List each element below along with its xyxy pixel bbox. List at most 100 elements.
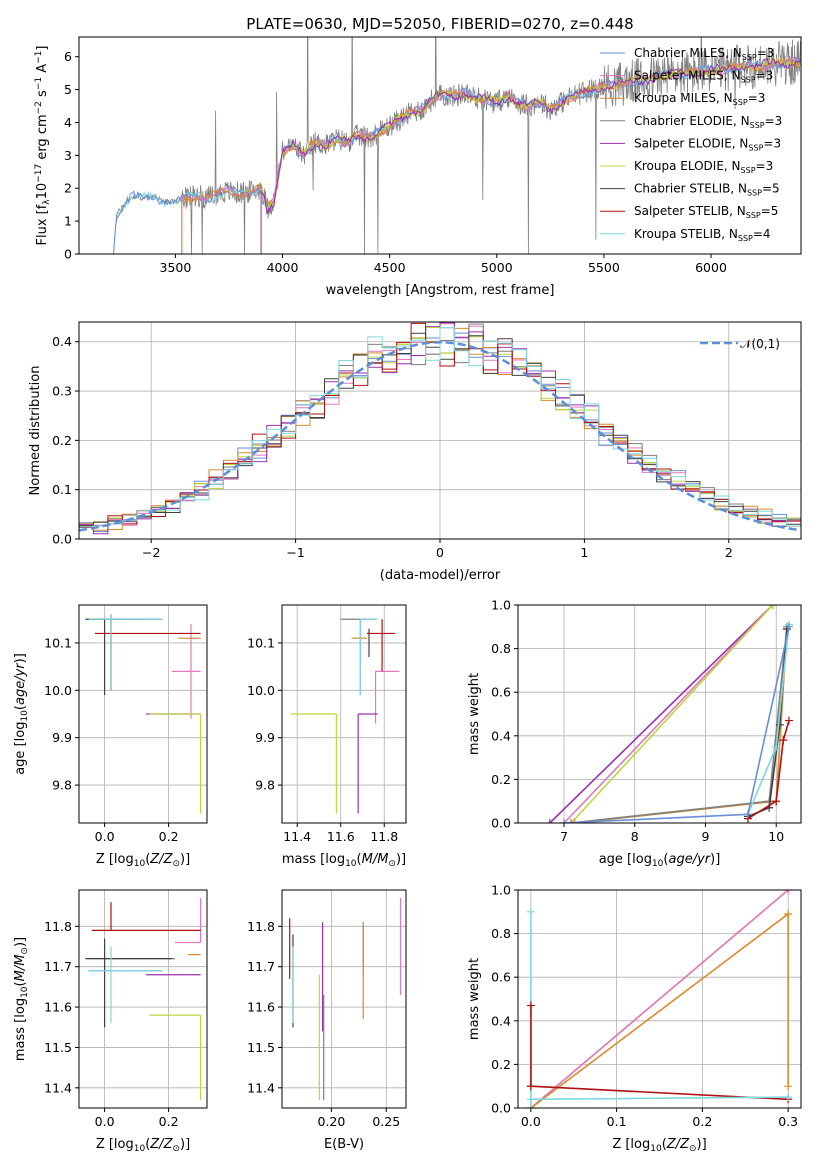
weight-line-chabrier_elodie (571, 626, 788, 823)
y-tick-label: 10.1 (44, 635, 72, 650)
x-tick-label: 0.3 (778, 1114, 798, 1129)
weight-marker (526, 907, 535, 916)
panel-weight-vs-Z: 0.0 0.1 0.2 0.3 0.0 0.2 0.4 0.6 0.8 1.0 Z [log10(Z… (467, 883, 802, 1154)
x-tick-label: 11.6 (327, 829, 355, 844)
x-axis-label: wavelength [Angstrom, rest frame] (326, 283, 555, 298)
y-tick-label: 0.2 (491, 772, 511, 787)
chart-title: PLATE=0630, MJD=52050, FIBERID=0270, z=0… (246, 15, 633, 33)
legend: Chabrier MILES, NSSP=3 Salpeter MILES, NS… (600, 46, 782, 243)
y-tick-label: 9.9 (52, 730, 72, 745)
x-axis-label: Z [log10(Z/Z⊙)] (96, 1137, 190, 1154)
axes-frame (517, 889, 802, 1109)
x-tick-label: 0.2 (159, 829, 179, 844)
x-axis-label: age [log10(age/yr)] (599, 852, 721, 869)
x-tick-label: 8 (631, 829, 639, 844)
y-tick-label: 0.0 (491, 1101, 511, 1116)
y-tick-label: 0.8 (491, 926, 511, 941)
y-tick-label: 0.0 (491, 816, 511, 831)
plot-area (545, 605, 793, 823)
x-tick-label: 0.0 (95, 829, 115, 844)
y-tick-label: 0 (64, 247, 72, 262)
weight-line-kroupa_miles (574, 628, 788, 823)
y-tick-label: 9.8 (255, 778, 275, 793)
y-tick-label: 9.9 (255, 730, 275, 745)
panel-mass-vs-ebv: 0.20 0.25 11.4 11.5 11.6 11.7 11.8 E(B-V) (247, 889, 407, 1152)
x-tick-label: 6000 (695, 260, 727, 275)
y-tick-label: 10.0 (44, 683, 72, 698)
plot-area (79, 322, 801, 535)
y-tick-label: 5 (64, 82, 72, 97)
x-tick-label: 0.1 (607, 1114, 627, 1129)
y-axis-label: age [log10(age/yr)] (13, 653, 30, 775)
y-tick-label: 3 (64, 148, 72, 163)
legend-entry: Chabrier MILES, NSSP=3 (634, 46, 774, 62)
histogram-kroupa_stelib (79, 327, 801, 528)
x-tick-label: 4500 (374, 260, 406, 275)
weight-line-salpeter_elodie (549, 605, 774, 823)
weight-marker (743, 810, 752, 819)
y-tick-label: 0.4 (491, 728, 511, 743)
histogram-salpeter_elodie (79, 322, 801, 535)
y-axis-label: mass [log10(M/M⊙)] (13, 937, 30, 1061)
y-axis-label: Flux [fλ10−17 erg cm−2 s−1 A−1] (34, 46, 52, 246)
x-tick-label: 0.25 (372, 1114, 400, 1129)
weight-line-kroupa_elodie (570, 605, 774, 823)
y-tick-label: 11.5 (247, 1040, 275, 1055)
x-tick-label: 3500 (160, 260, 192, 275)
y-tick-label: 11.4 (247, 1080, 275, 1095)
y-tick-label: 0.8 (491, 641, 511, 656)
y-tick-label: 0.6 (491, 685, 511, 700)
weight-line-salpeter_miles (530, 890, 789, 1108)
y-tick-label: 4 (64, 115, 72, 130)
x-tick-label: 1 (580, 545, 588, 560)
weight-marker (782, 624, 791, 633)
weight-marker (526, 1104, 535, 1108)
x-tick-label: −1 (286, 545, 304, 560)
x-tick-label: 0.2 (159, 1114, 179, 1129)
x-axis-label: Z [log10(Z/Z⊙)] (96, 852, 190, 869)
x-tick-label: 7 (560, 829, 568, 844)
x-tick-label: 11.8 (370, 829, 398, 844)
y-tick-label: 0.0 (52, 532, 72, 547)
x-tick-label: 0 (436, 545, 444, 560)
x-tick-label: 5000 (481, 260, 513, 275)
weight-marker (567, 819, 576, 823)
x-axis-label: E(B-V) (324, 1137, 364, 1152)
weight-line-salpeter_miles (563, 605, 774, 823)
y-tick-label: 11.8 (44, 919, 72, 934)
weight-line-salpeter_stelib (747, 720, 790, 820)
y-axis-label: mass weight (467, 958, 482, 1040)
y-tick-label: 0.2 (491, 1057, 511, 1072)
weight-marker (784, 890, 793, 894)
y-tick-label: 6 (64, 49, 72, 64)
axes-frame (78, 889, 208, 1109)
y-tick-label: 1.0 (491, 883, 511, 898)
legend-entry: Chabrier STELIB, NSSP=5 (634, 182, 780, 198)
y-tick-label: 2 (64, 181, 72, 196)
x-tick-label: 11.4 (283, 829, 311, 844)
x-axis-label: (data-model)/error (380, 568, 501, 583)
legend-entry: Kroupa STELIB, NSSP=4 (634, 227, 771, 243)
x-axis-label: mass [log10(M/M⊙)] (282, 852, 406, 869)
weight-marker (559, 819, 568, 823)
plot-area (112, 37, 801, 254)
plot-area (85, 898, 202, 1100)
y-tick-label: 11.4 (44, 1080, 72, 1095)
axes-frame (517, 604, 802, 824)
weight-marker (784, 1082, 793, 1091)
plot-area (85, 614, 202, 814)
weight-marker (784, 716, 793, 725)
plot-area (526, 890, 793, 1108)
x-tick-label: 2 (725, 545, 733, 560)
y-tick-label: 0.6 (491, 970, 511, 985)
model-salpeter_miles (181, 56, 801, 254)
model-salpeter_elodie (260, 58, 801, 254)
y-tick-label: 11.5 (44, 1040, 72, 1055)
panel-weight-vs-age: 7 8 9 10 0.0 0.2 0.4 0.6 0.8 1.0 age [log10(age/yr… (467, 598, 802, 869)
plot-area (290, 618, 400, 814)
x-tick-label: 4000 (267, 260, 299, 275)
y-tick-label: 11.7 (44, 959, 72, 974)
weight-marker (779, 736, 788, 745)
x-tick-label: 10 (768, 829, 784, 844)
gaussian-curve (79, 340, 801, 532)
